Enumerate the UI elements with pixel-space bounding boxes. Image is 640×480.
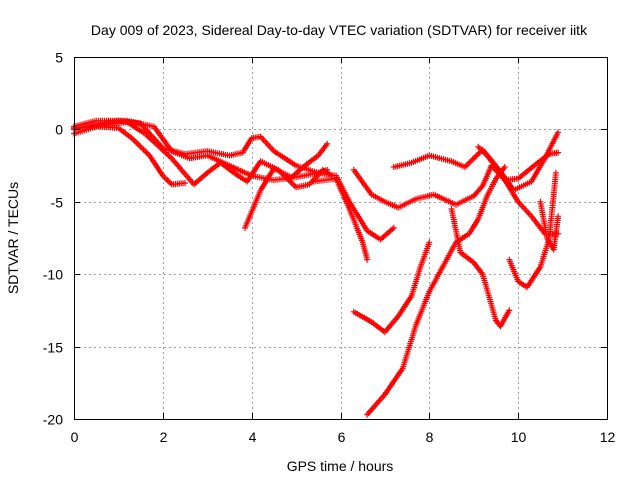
series-s14 (537, 198, 562, 253)
y-tick-label: -15 (43, 340, 63, 356)
x-tick-label: 4 (249, 429, 257, 445)
y-axis-label: SDTVAR / TECUs (5, 182, 21, 294)
series-markers (310, 175, 371, 263)
y-axis-ticks: 5 0 -5 -10 -15 -20 (43, 50, 607, 428)
series-markers (364, 164, 508, 418)
y-tick-label: 0 (55, 122, 63, 138)
series-s9 (350, 239, 433, 336)
series-markers (242, 140, 331, 231)
x-tick-label: 8 (426, 429, 434, 445)
data-series (71, 117, 562, 418)
series-s4 (71, 117, 397, 243)
x-tick-label: 6 (338, 429, 346, 445)
series-markers (448, 206, 513, 330)
x-tick-label: 12 (600, 429, 616, 445)
x-tick-label: 10 (511, 429, 527, 445)
series-markers (71, 117, 397, 243)
series-s10 (364, 164, 508, 418)
y-tick-label: -10 (43, 267, 63, 283)
series-markers (350, 149, 562, 211)
x-tick-label: 0 (71, 429, 79, 445)
x-axis-ticks: 0 2 4 6 8 10 12 (71, 57, 616, 445)
x-axis-label: GPS time / hours (287, 458, 394, 474)
series-s11 (448, 206, 513, 330)
chart-title: Day 009 of 2023, Sidereal Day-to-day VTE… (91, 22, 588, 38)
series-s7 (350, 149, 562, 211)
grid-lines (74, 57, 607, 419)
series-markers (350, 239, 433, 336)
y-tick-label: -20 (43, 412, 63, 428)
y-tick-label: -5 (51, 195, 64, 211)
series-s6 (310, 175, 371, 263)
series-markers (537, 198, 562, 253)
x-tick-label: 2 (160, 429, 168, 445)
series-s5 (242, 140, 331, 231)
y-tick-label: 5 (55, 50, 63, 66)
